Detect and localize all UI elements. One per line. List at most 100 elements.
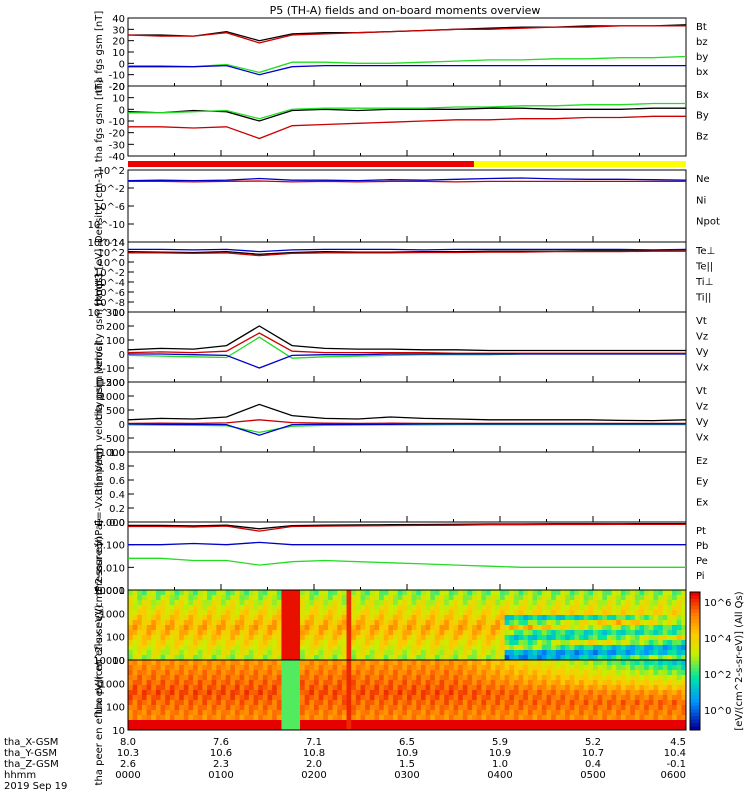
heatmap-cell — [351, 605, 357, 611]
heatmap-cell — [467, 710, 473, 716]
heatmap-cell — [593, 620, 599, 626]
heatmap-cell — [360, 605, 366, 611]
heatmap-cell — [523, 715, 529, 721]
heatmap-cell — [495, 605, 501, 611]
heatmap-cell — [416, 600, 422, 606]
heatmap-cell — [560, 680, 566, 686]
panel-frame — [127, 659, 687, 731]
colorbar-frame — [689, 591, 701, 731]
colorbar-cell — [690, 712, 700, 717]
heatmap-cell — [523, 725, 529, 731]
heatmap-cell — [453, 700, 459, 706]
panel-ylabel: tha peir en eflux eV/(cm^2-s-sr-eV) — [94, 536, 105, 714]
heatmap-cell — [425, 710, 431, 716]
heatmap-cell — [295, 680, 301, 686]
heatmap-cell — [620, 720, 626, 726]
heatmap-cell — [430, 660, 436, 666]
heatmap-cell — [555, 650, 561, 656]
heatmap-cell — [467, 635, 473, 641]
heatmap-cell — [323, 670, 329, 676]
heatmap-cell — [667, 630, 673, 636]
heatmap-cell — [318, 595, 324, 601]
heatmap-cell — [244, 655, 250, 661]
series-line — [128, 353, 686, 369]
heatmap-cell — [276, 645, 282, 651]
y-tick-label: 0.0 — [109, 518, 125, 529]
heatmap-cell — [681, 610, 687, 616]
heatmap-cell — [555, 600, 561, 606]
heatmap-cell — [234, 590, 240, 596]
heatmap-cell — [653, 710, 659, 716]
heatmap-cell — [658, 705, 664, 711]
heatmap-cell — [239, 715, 245, 721]
heatmap-cell — [174, 700, 180, 706]
heatmap-cell — [476, 590, 482, 596]
heatmap-cell — [658, 600, 664, 606]
heatmap-cell — [532, 610, 538, 616]
heatmap-cell — [165, 635, 171, 641]
heatmap-cell — [276, 640, 282, 646]
colorbar-cell — [690, 698, 700, 703]
heatmap-cell — [416, 660, 422, 666]
heatmap-cell — [244, 675, 250, 681]
heatmap-cell — [634, 620, 640, 626]
heatmap-cell — [439, 620, 445, 626]
heatmap-cell — [658, 665, 664, 671]
heatmap-cell — [276, 715, 282, 721]
heatmap-cell — [355, 665, 361, 671]
heatmap-cell — [253, 610, 259, 616]
heatmap-cell — [490, 690, 496, 696]
heatmap-cell — [546, 685, 552, 691]
heatmap-cell — [555, 610, 561, 616]
heatmap-cell — [258, 595, 264, 601]
heatmap-cell — [239, 635, 245, 641]
heatmap-cell — [407, 715, 413, 721]
heatmap-cell — [574, 690, 580, 696]
heatmap-cell — [546, 670, 552, 676]
heatmap-cell — [444, 640, 450, 646]
heatmap-cell — [648, 615, 654, 621]
heatmap-cell — [430, 700, 436, 706]
heatmap-cell — [286, 625, 292, 631]
heatmap-cell — [165, 630, 171, 636]
heatmap-cell — [193, 635, 199, 641]
heatmap-cell — [644, 665, 650, 671]
heatmap-cell — [346, 660, 352, 666]
heatmap-cell — [611, 680, 617, 686]
heatmap-cell — [383, 600, 389, 606]
heatmap-cell — [272, 595, 278, 601]
heatmap-cell — [323, 600, 329, 606]
heatmap-cell — [439, 595, 445, 601]
heatmap-cell — [332, 720, 338, 726]
heatmap-cell — [374, 615, 380, 621]
heatmap-cell — [379, 605, 385, 611]
heatmap-cell — [402, 700, 408, 706]
heatmap-cell — [141, 620, 147, 626]
heatmap-cell — [341, 595, 347, 601]
heatmap-cell — [360, 630, 366, 636]
heatmap-cell — [569, 595, 575, 601]
heatmap-cell — [658, 720, 664, 726]
heatmap-cell — [193, 645, 199, 651]
heatmap-cell — [369, 670, 375, 676]
heatmap-cell — [555, 605, 561, 611]
heatmap-cell — [411, 665, 417, 671]
heatmap-cell — [337, 630, 343, 636]
heatmap-cell — [374, 665, 380, 671]
heatmap-cell — [128, 620, 134, 626]
heatmap-cell — [625, 620, 631, 626]
heatmap-cell — [420, 695, 426, 701]
heatmap-cell — [267, 665, 273, 671]
heatmap-cell — [411, 710, 417, 716]
heatmap-cell — [360, 610, 366, 616]
heatmap-cell — [258, 620, 264, 626]
heatmap-cell — [174, 625, 180, 631]
heatmap-cell — [453, 640, 459, 646]
heatmap-cell — [332, 725, 338, 731]
heatmap-cell — [295, 670, 301, 676]
heatmap-cell — [458, 635, 464, 641]
heatmap-cell — [332, 685, 338, 691]
legend-entry: Ey — [696, 477, 708, 488]
heatmap-cell — [500, 640, 506, 646]
heatmap-cell — [262, 660, 268, 666]
